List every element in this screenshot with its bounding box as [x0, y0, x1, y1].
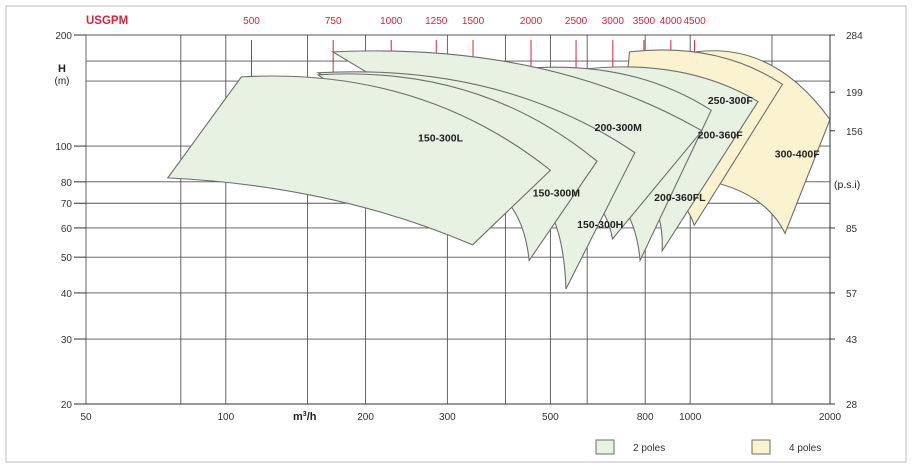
x-axis-title-unit: /h: [307, 411, 317, 423]
y-tick-label: 20: [61, 400, 73, 411]
y-tick-label: 200: [55, 31, 72, 42]
psi-tick-label: 85: [846, 224, 858, 235]
legend-label-2-poles: 2 poles: [633, 443, 665, 454]
x-axis-title-sup: 3: [303, 411, 307, 418]
psi-tick-label: 156: [846, 127, 863, 138]
outer-frame: [5, 5, 907, 463]
psi-tick-label: 199: [846, 88, 863, 99]
usgpm-tick-label: 4000: [660, 16, 683, 27]
curve-label-150-300l: 150-300L: [418, 132, 464, 144]
usgpm-tick-label: 2000: [520, 16, 543, 27]
usgpm-tick-label: 1250: [425, 16, 448, 27]
x-tick-label: 200: [357, 412, 374, 423]
usgpm-tick-label: 2500: [565, 16, 588, 27]
y-axis-unit: (m): [55, 76, 70, 87]
x-tick-label: 2000: [819, 412, 842, 423]
x-tick-label: 100: [217, 412, 234, 423]
y-axis-title: H: [58, 63, 66, 75]
usgpm-tick-label: 4500: [683, 16, 706, 27]
psi-tick-label: 43: [846, 335, 858, 346]
usgpm-tick-label: 750: [325, 16, 342, 27]
usgpm-tick-label: 500: [243, 16, 260, 27]
y-tick-label: 80: [61, 178, 73, 189]
curve-label-200-300m: 200-300M: [595, 122, 643, 134]
legend-swatch-4-poles: [751, 439, 771, 455]
y-tick-label: 100: [55, 142, 72, 153]
curve-label-200-360fl: 200-360FL: [654, 192, 706, 204]
psi-tick-label: 57: [846, 289, 858, 300]
curve-label-250-300f: 250-300F: [708, 95, 754, 107]
x-tick-label: 300: [439, 412, 456, 423]
curve-150-300l: [166, 75, 552, 246]
x-tick-label: 1000: [679, 412, 702, 423]
curve-label-300-400f: 300-400F: [775, 149, 821, 161]
y-tick-label: 70: [61, 199, 73, 210]
performance-curves: [166, 49, 831, 290]
usgpm-tick-label: 1500: [462, 16, 485, 27]
top-axis-title: USGPM: [86, 15, 128, 27]
x-tick-label: 800: [637, 412, 654, 423]
chart-frame: [5, 5, 907, 463]
x-tick-label: 500: [542, 412, 559, 423]
curve-label-200-360f: 200-360F: [698, 129, 744, 141]
right-axis-unit: (p.s.i): [834, 179, 860, 191]
usgpm-tick-label: 3500: [633, 16, 656, 27]
legend-label-4-poles: 4 poles: [789, 443, 821, 454]
x-tick-label: 50: [80, 412, 92, 423]
x-axis-title-m: m: [293, 411, 303, 423]
psi-tick-label: 28: [846, 400, 858, 411]
x-axis-title: m3/h: [293, 411, 317, 423]
y-tick-label: 60: [61, 224, 73, 235]
tick-labels: 50 100 200 300 500 800 1000 2000 200 100 80 70 60 50 4…: [55, 16, 863, 423]
usgpm-tick-label: 1000: [380, 16, 403, 27]
curve-label-150-300h: 150-300H: [577, 219, 623, 231]
psi-tick-label: 284: [846, 31, 863, 42]
legend: 2 poles 4 poles: [595, 439, 821, 455]
y-tick-label: 40: [61, 289, 73, 300]
y-tick-label: 50: [61, 253, 73, 264]
curve-labels: 300-400F 250-300F 200-360F 200-360FL 200-300…: [418, 95, 820, 231]
curve-label-150-300m: 150-300M: [533, 188, 581, 200]
axes: [86, 35, 831, 405]
usgpm-tick-label: 3000: [602, 16, 625, 27]
legend-swatch-2-poles: [595, 439, 615, 455]
y-tick-label: 30: [61, 335, 73, 346]
